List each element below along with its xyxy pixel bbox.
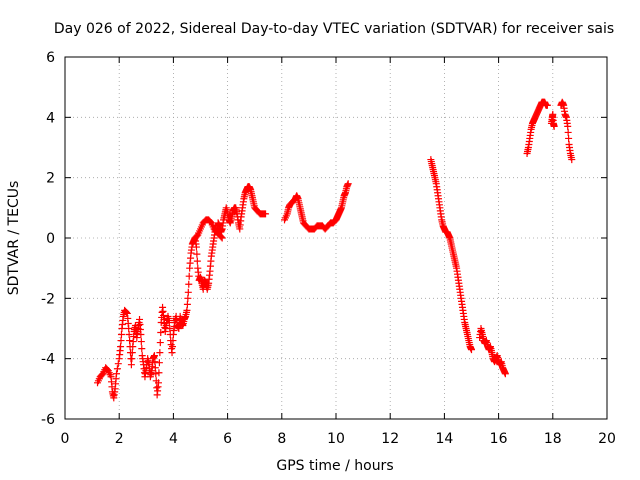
data-point [184, 294, 192, 302]
data-point [169, 337, 177, 345]
data-point [193, 250, 201, 258]
data-point [153, 384, 161, 392]
data-point [155, 359, 163, 367]
x-tick-label: 4 [169, 431, 178, 447]
data-point [168, 349, 176, 357]
x-tick-label: 12 [381, 431, 399, 447]
data-point [117, 337, 125, 345]
data-point [218, 234, 226, 242]
data-point [543, 101, 551, 109]
x-tick-label: 10 [327, 431, 345, 447]
y-tick-label: 4 [46, 110, 55, 126]
x-tick-label: 16 [490, 431, 508, 447]
data-point [127, 361, 135, 369]
data-point [568, 156, 576, 164]
data-point [112, 370, 120, 378]
data-point [564, 128, 572, 136]
data-point [125, 331, 133, 339]
data-point [122, 308, 130, 316]
data-point [193, 257, 201, 265]
data-point [128, 355, 136, 363]
x-axis-label: GPS time / hours [276, 458, 393, 474]
data-point [564, 122, 572, 130]
data-point [192, 243, 200, 251]
y-tick-label: 0 [46, 231, 55, 247]
data-point [344, 180, 352, 188]
data-point [157, 329, 165, 337]
data-point [151, 358, 159, 366]
data-point [138, 345, 146, 353]
data-point [565, 134, 573, 142]
data-point [550, 122, 558, 130]
data-point [185, 280, 193, 288]
data-point [184, 288, 192, 296]
data-point [114, 360, 122, 368]
x-tick-label: 0 [61, 431, 70, 447]
y-tick-label: -6 [41, 412, 55, 428]
y-axis-label: SDTVAR / TECUs [6, 181, 22, 296]
y-tick-label: -2 [41, 291, 55, 307]
data-point [166, 325, 174, 332]
data-point [155, 369, 163, 377]
x-tick-label: 6 [223, 431, 232, 447]
data-point [217, 233, 225, 241]
data-point [262, 210, 270, 218]
data-point [185, 272, 193, 280]
data-point [128, 349, 136, 357]
data-point [468, 346, 475, 354]
data-point [501, 370, 509, 378]
data-points [94, 98, 576, 402]
y-tick-label: -4 [41, 352, 55, 368]
data-point [154, 379, 162, 387]
data-point [117, 331, 125, 339]
axis-ticks: 0 2 4 6 8 10 12 14 16 18 20 -6 -4 -2 0 2 4 6 [41, 50, 616, 447]
data-point [113, 365, 121, 373]
data-point [168, 343, 176, 351]
x-tick-label: 8 [277, 431, 286, 447]
data-point [152, 370, 160, 378]
data-point [151, 364, 159, 372]
data-point [137, 331, 145, 339]
chart-title: Day 026 of 2022, Sidereal Day-to-day VTE… [54, 21, 614, 37]
data-point [150, 352, 158, 360]
y-tick-label: 6 [46, 50, 55, 66]
data-point [156, 349, 164, 357]
data-point [183, 300, 191, 308]
y-tick-label: 2 [46, 171, 55, 187]
data-point [137, 338, 145, 346]
data-point [125, 325, 133, 332]
data-point [183, 306, 191, 314]
data-point [117, 343, 125, 351]
x-tick-label: 14 [435, 431, 453, 447]
x-tick-label: 2 [115, 431, 124, 447]
x-tick-label: 18 [544, 431, 562, 447]
x-tick-label: 20 [598, 431, 616, 447]
data-point [156, 339, 164, 347]
data-point [126, 337, 134, 345]
